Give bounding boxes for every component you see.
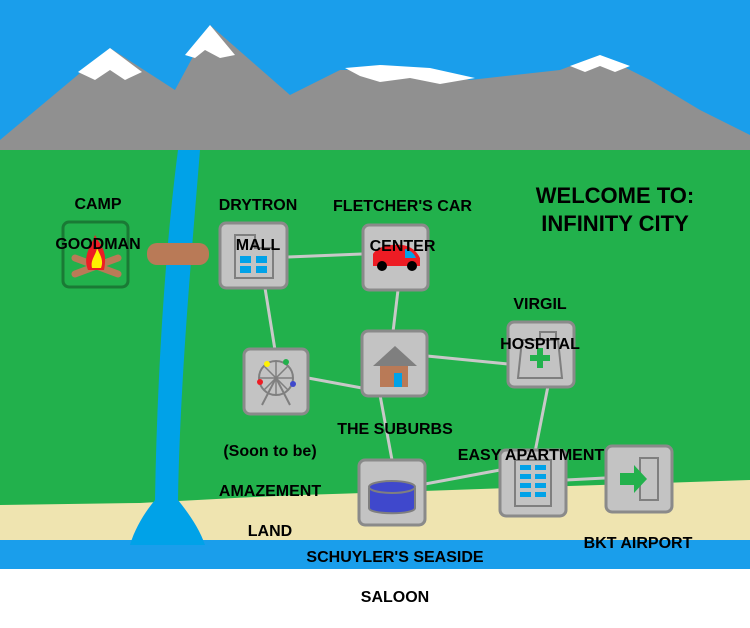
hospital-icon: [516, 331, 564, 379]
camp-goodman-label: CAMP GOODMAN: [55, 196, 141, 253]
exit-icon: [620, 457, 659, 501]
bkt-airport-location[interactable]: [604, 444, 674, 514]
car-center-label: FLETCHER'S CAR CENTER: [333, 198, 472, 255]
suburbs-label: THE SUBURBS: [337, 421, 453, 438]
car-icon: [373, 244, 420, 271]
drytron-mall-location[interactable]: [218, 221, 289, 290]
amazement-land-label: (Soon to be) AMAZEMENT LAND: [218, 443, 322, 540]
airport-label: BKT AIRPORT: [583, 535, 693, 552]
saloon-label: SCHUYLER'S SEASIDE SALOON: [306, 549, 484, 606]
city-name: INFINITY CITY: [541, 211, 689, 236]
amazement-land-location[interactable]: [242, 347, 310, 416]
easy-apartment-location[interactable]: [498, 448, 568, 518]
hospital-label: VIRGIL HOSPITAL: [500, 296, 580, 353]
camp-goodman-location[interactable]: [61, 220, 130, 289]
virgil-hospital-location[interactable]: [506, 320, 576, 389]
welcome-title: WELCOME TO: INFINITY CITY: [520, 182, 710, 238]
suburbs-location[interactable]: [360, 329, 429, 398]
roads: [263, 252, 606, 486]
apartment-icon: [514, 459, 552, 507]
car-center-location[interactable]: [361, 223, 430, 292]
barrel-icon: [368, 480, 416, 515]
city-map: [0, 0, 750, 569]
ferris-wheel-icon: [257, 359, 296, 406]
house-icon: [373, 346, 417, 387]
drytron-mall-label: DRYTRON MALL: [218, 197, 298, 254]
easy-apartment-label: EASY APARTMENT: [457, 447, 605, 464]
building-icon: [234, 234, 274, 279]
seaside-saloon-location[interactable]: [357, 458, 427, 527]
welcome-line1: WELCOME TO:: [535, 183, 695, 208]
sea: [0, 540, 750, 569]
bridge: [147, 243, 209, 265]
campfire-icon: [71, 235, 122, 278]
